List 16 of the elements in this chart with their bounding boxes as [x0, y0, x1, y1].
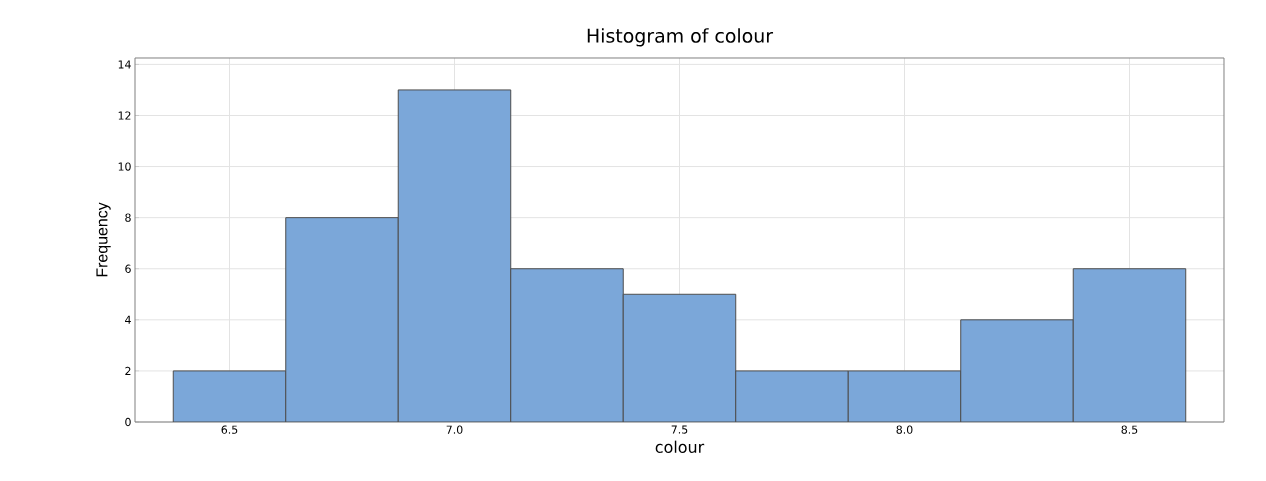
- y-tick-label: 2: [125, 366, 131, 375]
- y-tick-label: 0: [125, 417, 131, 427]
- y-tick-label: 14: [118, 60, 131, 69]
- x-axis-title: colour: [655, 440, 705, 453]
- x-tick-label: 6.5: [221, 425, 238, 434]
- y-tick-label: 4: [125, 315, 131, 324]
- x-tick-label: 8.0: [896, 425, 913, 434]
- x-tick-label: 7.5: [671, 425, 688, 434]
- x-tick-label: 8.5: [1121, 425, 1138, 434]
- y-tick-label: 10: [118, 162, 131, 171]
- y-tick-label: 6: [125, 264, 131, 273]
- y-tick-label: 8: [125, 213, 131, 222]
- x-tick-label: 7.0: [446, 425, 463, 434]
- chart-title: Histogram of colour: [587, 28, 774, 47]
- y-tick-label: 12: [118, 111, 131, 120]
- y-axis-title: Frequency: [96, 202, 111, 277]
